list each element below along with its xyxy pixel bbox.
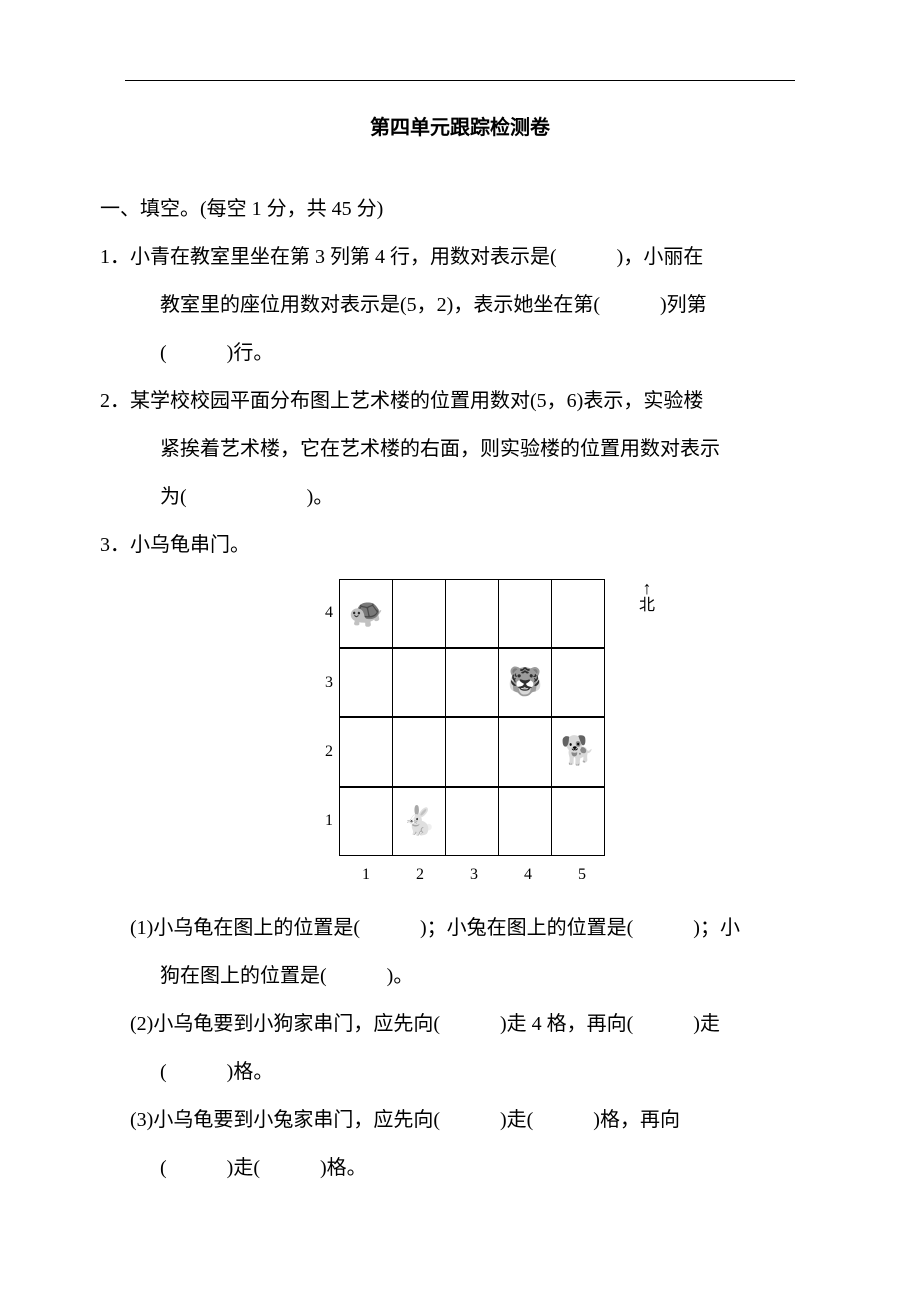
- row-label-2: 2: [311, 733, 339, 771]
- page: 第四单元跟踪检测卷 一、填空。(每空 1 分，共 45 分) 1．小青在教室里坐…: [0, 0, 920, 1302]
- q3-1-line-a: (1)小乌龟在图上的位置是( )；小兔在图上的位置是( )；小: [100, 904, 820, 952]
- col-label-2: 2: [393, 856, 447, 894]
- col-label-5: 5: [555, 856, 609, 894]
- cell-5-3: [552, 649, 605, 717]
- q3-1-line-b: 狗在图上的位置是( )。: [100, 952, 820, 1000]
- tiger-icon: 🐯: [508, 667, 543, 698]
- cell-1-3: [340, 649, 393, 717]
- col-label-3: 3: [447, 856, 501, 894]
- cell-1-4: 🐢: [340, 580, 393, 648]
- cell-4-4: [499, 580, 552, 648]
- grid-row-2: 2 🐕: [311, 717, 609, 786]
- grid-diagram: ↑ 北 4 🐢 3: [311, 579, 609, 894]
- row-label-1: 1: [311, 802, 339, 840]
- cell-4-3: 🐯: [499, 649, 552, 717]
- col-label-4: 4: [501, 856, 555, 894]
- cell-5-4: [552, 580, 605, 648]
- cell-1-2: [340, 718, 393, 786]
- cell-1-1: [340, 787, 393, 855]
- top-rule: [125, 80, 795, 81]
- q3-heading: 3．小乌龟串门。: [100, 521, 820, 569]
- q2-line-b: 紧挨着艺术楼，它在艺术楼的右面，则实验楼的位置用数对表示: [100, 425, 820, 473]
- grid-row-3: 3 🐯: [311, 648, 609, 717]
- cell-2-3: [393, 649, 446, 717]
- q2-line-a: 2．某学校校园平面分布图上艺术楼的位置用数对(5，6)表示，实验楼: [100, 377, 820, 425]
- cell-5-2: 🐕: [552, 718, 605, 786]
- cell-4-2: [499, 718, 552, 786]
- cell-2-2: [393, 718, 446, 786]
- q1-line-a: 1．小青在教室里坐在第 3 列第 4 行，用数对表示是( )，小丽在: [100, 233, 820, 281]
- cell-3-1: [446, 787, 499, 855]
- cell-3-2: [446, 718, 499, 786]
- exam-title: 第四单元跟踪检测卷: [100, 111, 820, 140]
- row-label-4: 4: [311, 594, 339, 632]
- q3-2-line-a: (2)小乌龟要到小狗家串门，应先向( )走 4 格，再向( )走: [100, 1000, 820, 1048]
- cell-5-1: [552, 787, 605, 855]
- dog-icon: 🐕: [561, 736, 596, 767]
- cell-3-3: [446, 649, 499, 717]
- q3-3-line-b: ( )走( )格。: [100, 1144, 820, 1192]
- content-body: 一、填空。(每空 1 分，共 45 分) 1．小青在教室里坐在第 3 列第 4 …: [100, 185, 820, 1192]
- grid-diagram-wrap: ↑ 北 4 🐢 3: [100, 579, 820, 894]
- cell-2-1: 🐇: [393, 787, 446, 855]
- column-labels: 1 2 3 4 5: [311, 856, 609, 894]
- turtle-icon: 🐢: [349, 598, 384, 629]
- q3-2-line-b: ( )格。: [100, 1048, 820, 1096]
- grid-row-1: 1 🐇: [311, 787, 609, 856]
- q2-line-c: 为( )。: [100, 473, 820, 521]
- cell-4-1: [499, 787, 552, 855]
- q1-line-b: 教室里的座位用数对表示是(5，2)，表示她坐在第( )列第: [100, 281, 820, 329]
- north-label: 北: [639, 597, 655, 614]
- north-arrow-icon: ↑: [639, 579, 655, 597]
- grid-row-4: 4 🐢: [311, 579, 609, 648]
- section-1-heading: 一、填空。(每空 1 分，共 45 分): [100, 185, 820, 233]
- cell-2-4: [393, 580, 446, 648]
- rabbit-icon: 🐇: [402, 806, 437, 837]
- col-label-1: 1: [339, 856, 393, 894]
- q1-line-c: ( )行。: [100, 329, 820, 377]
- north-indicator: ↑ 北: [639, 579, 655, 615]
- q3-3-line-a: (3)小乌龟要到小兔家串门，应先向( )走( )格，再向: [100, 1096, 820, 1144]
- cell-3-4: [446, 580, 499, 648]
- row-label-3: 3: [311, 664, 339, 702]
